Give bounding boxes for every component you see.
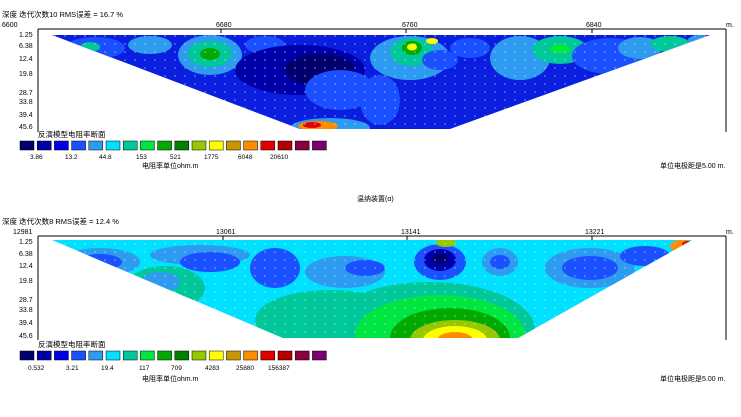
panel-1-spacing-label: 单位电极距是5.00 m. — [660, 161, 725, 170]
panel-1-legend-swatch — [243, 140, 258, 151]
panel-1: 深度 迭代次数10 RMS误差 = 16.7 % 6600 6680 6760 … — [2, 9, 734, 170]
panel-1-legend-label-1: 13.2 — [65, 154, 78, 161]
panel-2-legend — [19, 350, 327, 361]
panel-1-legend — [19, 140, 327, 151]
panel-1-legend-swatch — [88, 140, 104, 151]
panel-2-legend-swatch — [260, 350, 276, 361]
panel-2-x-tick-0: 12981 — [13, 229, 33, 236]
panel-2-legend-swatch — [71, 350, 86, 361]
panel-1-depth-7: 45.6 — [19, 124, 33, 131]
panel-1-legend-swatch — [140, 140, 155, 151]
panel-1-legend-label-4: 521 — [170, 154, 181, 161]
panel-2-section-title: 反演模型电阻率断面 — [38, 339, 106, 349]
panel-1-depth-1: 6.38 — [19, 43, 33, 50]
panel-1-header: 深度 迭代次数10 RMS误差 = 16.7 % — [2, 9, 123, 19]
panel-1-x-tick-0: 6600 — [2, 22, 18, 29]
panel-2-legend-label-0: 0.532 — [28, 365, 45, 372]
panel-2-depth-5: 33.8 — [19, 307, 33, 314]
panel-1-legend-swatch — [157, 140, 172, 151]
panel-2-legend-swatch — [277, 350, 293, 361]
panel-2-legend-swatch — [157, 350, 172, 361]
panel-2-legend-label-2: 19.4 — [101, 365, 114, 372]
panel-2-depth-4: 28.7 — [19, 297, 33, 304]
panel-2-legend-swatch — [122, 350, 138, 361]
panel-1-legend-swatch — [277, 140, 293, 151]
panel-1-legend-swatch — [191, 140, 207, 151]
panel-2-spacing-label: 单位电极距是5.00 m. — [660, 374, 725, 383]
panel-1-x-tick-3: 6840 — [586, 22, 602, 29]
panel-2-legend-swatch — [294, 350, 310, 361]
panel-1-legend-swatch — [208, 140, 224, 151]
panel-1-depth-3: 19.8 — [19, 71, 33, 78]
panel-2-legend-label-5: 4283 — [205, 365, 220, 372]
panel-1-section-title: 反演模型电阻率断面 — [38, 129, 106, 139]
panel-2-depth-6: 39.4 — [19, 320, 33, 327]
panel-1-legend-swatch — [71, 140, 86, 151]
panel-1-legend-swatch — [174, 140, 190, 151]
panel-1-legend-swatch — [226, 140, 241, 151]
panel-2-depth-1: 6.38 — [19, 251, 33, 258]
panel-2-depth-7: 45.6 — [19, 333, 33, 340]
panel-2-legend-swatch — [174, 350, 190, 361]
panel-1-depth-6: 39.4 — [19, 112, 33, 119]
panel-1-legend-swatch — [19, 140, 35, 151]
center-caption: 温纳装置(α) — [357, 194, 394, 203]
panel-1-legend-swatch — [105, 140, 121, 151]
panel-1-legend-label-3: 153 — [136, 154, 147, 161]
panel-1-legend-swatch — [36, 140, 52, 151]
panel-1-legend-swatch — [260, 140, 276, 151]
panel-2-header: 深度 迭代次数8 RMS误差 = 12.4 % — [2, 216, 119, 226]
panel-1-depth-0: 1.25 — [19, 32, 33, 39]
panel-2-legend-label-3: 117 — [139, 365, 150, 372]
panel-2-legend-swatch — [243, 350, 258, 361]
panel-2-x-tick-3: 13221 — [585, 229, 605, 236]
panel-1-depth-5: 33.8 — [19, 99, 33, 106]
panel-1-legend-swatch — [312, 140, 327, 151]
panel-1-depth-2: 12.4 — [19, 56, 33, 63]
panel-1-x-tick-1: 6680 — [216, 22, 232, 29]
panel-2-legend-swatch — [54, 350, 69, 361]
panel-2-legend-swatch — [36, 350, 52, 361]
panel-1-section — [52, 35, 710, 129]
panel-1-legend-label-6: 6048 — [238, 154, 253, 161]
panel-2-x-tick-2: 13141 — [401, 229, 421, 236]
panel-1-depth-4: 28.7 — [19, 90, 33, 97]
panel-1-legend-label-7: 20610 — [270, 154, 288, 161]
panel-2-unit-label: 电阻率单位ohm.m — [142, 374, 199, 383]
panel-1-legend-label-2: 44.8 — [99, 154, 112, 161]
panel-1-legend-swatch — [294, 140, 310, 151]
panel-2: 深度 迭代次数8 RMS误差 = 12.4 % 12981 13061 1314… — [2, 216, 734, 383]
panel-2-depth-3: 19.8 — [19, 278, 33, 285]
panel-2-legend-swatch — [88, 350, 104, 361]
panel-2-legend-label-7: 156387 — [268, 365, 290, 372]
panel-1-legend-swatch — [54, 140, 69, 151]
panel-2-legend-swatch — [312, 350, 327, 361]
panel-1-x-unit: m. — [726, 22, 734, 29]
panel-2-legend-label-4: 709 — [171, 365, 182, 372]
panel-2-depth-0: 1.25 — [19, 239, 33, 246]
panel-2-depth-2: 12.4 — [19, 263, 33, 270]
panel-1-legend-swatch — [122, 140, 138, 151]
panel-2-legend-swatch — [226, 350, 241, 361]
panel-2-legend-swatch — [19, 350, 35, 361]
panel-2-legend-swatch — [191, 350, 207, 361]
panel-1-x-tick-2: 6760 — [402, 22, 418, 29]
panel-2-legend-swatch — [208, 350, 224, 361]
panel-1-unit-label: 电阻率单位ohm.m — [142, 161, 199, 170]
panel-2-x-unit: m. — [726, 229, 734, 236]
panel-1-legend-label-0: 3.86 — [30, 154, 43, 161]
panel-2-legend-label-6: 25880 — [236, 365, 254, 372]
panel-2-legend-swatch — [140, 350, 155, 361]
panel-2-legend-swatch — [105, 350, 121, 361]
panel-1-legend-label-5: 1775 — [204, 154, 219, 161]
panel-2-x-tick-1: 13061 — [216, 229, 236, 236]
panel-2-legend-label-1: 3.21 — [66, 365, 79, 372]
